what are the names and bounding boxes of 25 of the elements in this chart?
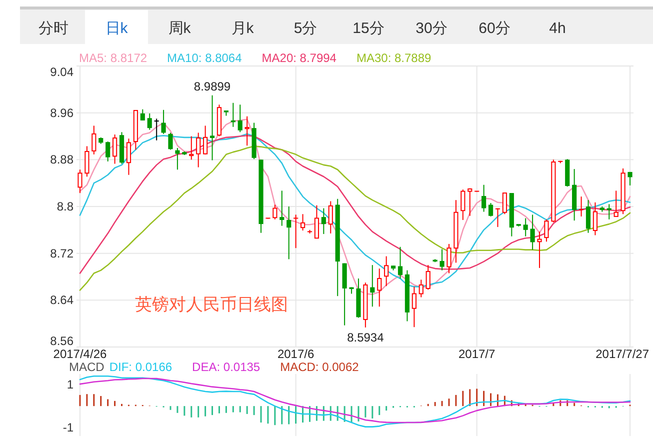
text: MA5: 8.8172 (79, 51, 148, 65)
text: 英镑对人民币日线图 (135, 295, 288, 314)
y-tick-label: 8.72 (50, 246, 74, 260)
y-tick-label: 8.96 (50, 106, 74, 120)
text: MA30: 8.7889 (356, 51, 432, 65)
text: MA20: 8.7994 (262, 51, 337, 65)
x-tick-label: 2017/6 (277, 347, 314, 361)
x-tick-label: 2017/7/27 (596, 347, 650, 361)
tab-bar: 分时 日k 周k 月k 5分 15分 30分 60分 4h (20, 6, 653, 44)
text: MACD: 0.0062 (280, 360, 360, 374)
y-tick-label: -1 (62, 420, 74, 434)
y-tick-label: 9.04 (50, 65, 74, 79)
annotation: 8.5934 (347, 330, 384, 344)
series-label: DEA: 0.0135 (192, 360, 260, 374)
y-tick-label: 1 (66, 378, 74, 392)
x-tick-label: 2017/7 (458, 347, 496, 361)
y-tick-label: 8.88 (50, 152, 74, 167)
y-tick-label: 8.8 (56, 200, 74, 214)
annotation: 8.9899 (194, 79, 231, 94)
text: MA10: 8.8064 (167, 51, 242, 65)
y-tick-label: 8.64 (50, 293, 74, 308)
chart-title: MACD (69, 360, 105, 374)
series-label: DIF: 0.0166 (109, 360, 172, 374)
y-tick-label: 8.56 (50, 334, 74, 348)
x-tick-label: 2017/4/26 (53, 347, 107, 361)
